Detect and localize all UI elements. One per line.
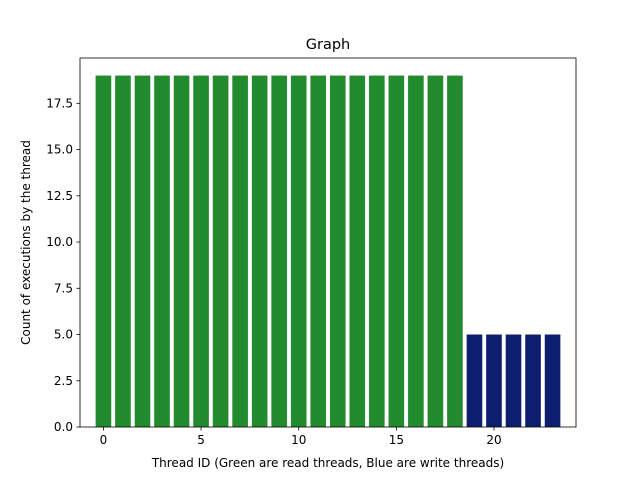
bar-thread-2 bbox=[134, 75, 151, 428]
bars-layer bbox=[95, 75, 561, 428]
bar-thread-13 bbox=[349, 75, 366, 428]
x-tick-label: 5 bbox=[197, 433, 205, 447]
bar-thread-12 bbox=[329, 75, 346, 428]
bar-thread-23 bbox=[544, 334, 561, 427]
y-tick-label: 12.5 bbox=[46, 189, 73, 203]
bar-thread-0 bbox=[95, 75, 112, 428]
x-tick-label: 0 bbox=[100, 433, 108, 447]
x-tick-label: 10 bbox=[291, 433, 306, 447]
x-axis-label: Thread ID (Green are read threads, Blue … bbox=[151, 456, 504, 470]
bar-thread-17 bbox=[427, 75, 444, 428]
bar-thread-15 bbox=[388, 75, 405, 428]
y-tick-label: 7.5 bbox=[54, 281, 73, 295]
y-tick-label: 0.0 bbox=[54, 420, 73, 434]
bar-thread-3 bbox=[154, 75, 170, 428]
bar-thread-8 bbox=[251, 75, 268, 428]
plot-frame bbox=[79, 57, 577, 428]
bar-thread-6 bbox=[212, 75, 229, 428]
bar-thread-18 bbox=[447, 75, 463, 428]
bar-thread-21 bbox=[505, 334, 522, 427]
bar-thread-1 bbox=[115, 75, 131, 428]
bar-thread-9 bbox=[271, 75, 287, 428]
bar-thread-5 bbox=[193, 75, 209, 428]
bar-thread-19 bbox=[466, 334, 483, 427]
bar-thread-20 bbox=[486, 334, 502, 427]
x-axis-ticks: 0 5 10 15 20 bbox=[100, 427, 502, 447]
y-tick-label: 5.0 bbox=[54, 328, 73, 342]
x-tick-label: 15 bbox=[389, 433, 404, 447]
bar-thread-7 bbox=[232, 75, 248, 428]
bar-thread-4 bbox=[173, 75, 190, 428]
y-tick-label: 17.5 bbox=[46, 96, 73, 110]
bar-thread-16 bbox=[408, 75, 424, 428]
y-tick-label: 15.0 bbox=[46, 143, 73, 157]
x-tick-label: 20 bbox=[486, 433, 501, 447]
y-axis-label: Count of executions by the thread bbox=[19, 140, 33, 345]
y-tick-label: 2.5 bbox=[54, 374, 73, 388]
bar-thread-11 bbox=[310, 75, 327, 428]
bar-thread-14 bbox=[369, 75, 385, 428]
y-axis-ticks: 0.0 2.5 5.0 7.5 10.0 12.5 15.0 17.5 bbox=[46, 96, 80, 434]
chart-title: Graph bbox=[306, 37, 350, 53]
bar-thread-22 bbox=[525, 334, 541, 427]
y-tick-label: 10.0 bbox=[46, 235, 73, 249]
bar-thread-10 bbox=[290, 75, 307, 428]
